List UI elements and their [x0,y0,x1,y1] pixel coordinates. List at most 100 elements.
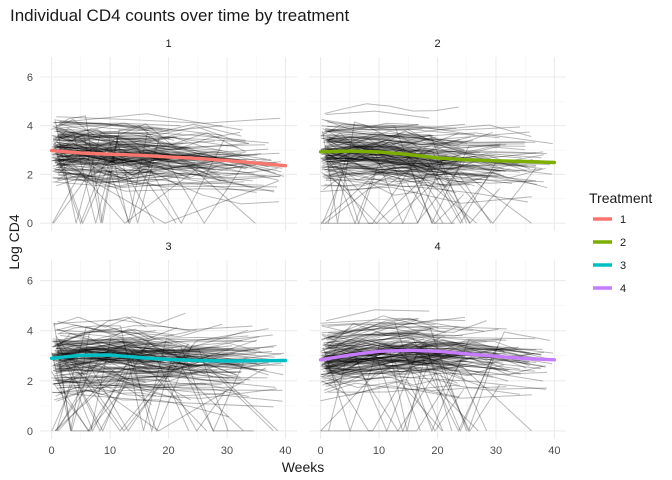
trajectory-line [53,342,238,377]
trajectory-line [322,145,471,224]
trajectory-line [58,137,251,156]
trajectory-line [325,110,430,119]
trajectory-line [53,136,177,224]
trajectory-line [324,128,500,139]
trajectory-line [327,159,466,224]
trajectory-line [321,124,419,131]
trajectory-line [327,355,466,432]
trajectory-line [324,382,460,398]
trajectory-line [53,140,216,148]
trajectory-line [325,154,532,224]
trajectory-line [323,356,489,374]
trajectory-line [58,356,218,379]
trajectory-line [328,123,466,132]
trajectory-line [327,322,420,347]
trajectory-line [58,146,221,155]
trajectory-line [55,386,152,405]
trajectory-line [53,122,163,130]
trajectory-line [328,342,498,360]
trajectory-line [59,121,222,136]
trajectory-line [59,339,153,351]
trajectory-line [56,324,173,345]
trajectory-line [55,134,163,147]
trajectory-line [321,352,443,363]
trajectory-line [326,146,431,225]
trajectory-line [325,136,437,148]
trajectory-line [56,344,277,355]
trajectory-line [57,343,175,433]
trajectory-line [323,344,523,357]
trajectory-line [53,351,159,363]
trajectory-line [320,341,477,432]
trajectory-line [321,165,454,178]
trajectory-line [326,151,436,225]
trajectory-line [324,347,480,363]
trajectory-line [55,329,273,340]
trajectory-line [59,154,196,166]
trajectory-line [321,315,447,340]
trajectory-line [57,364,206,385]
trajectory-line [321,363,454,375]
trajectory-line [55,339,249,359]
trajectory-line [322,149,542,168]
trajectory-line [56,123,242,138]
trajectory-line [325,358,431,371]
trajectory-line [324,367,438,432]
trajectory-line [325,170,477,224]
trajectory-line [321,118,419,132]
trajectory-line [59,367,174,384]
trajectory-line [51,151,235,164]
trajectory-line [53,349,163,365]
trajectory-line [60,334,178,345]
trajectory-line [326,139,460,162]
trajectory-line [57,169,174,176]
trajectory-line [328,338,425,352]
trajectory-line [321,357,546,379]
trajectory-line [52,341,195,361]
trajectory-line [321,139,525,156]
trajectory-line [56,357,241,378]
trajectory-line [55,357,267,371]
trajectory-line [327,317,439,329]
trajectory-line [327,359,501,382]
trajectory-line [59,362,282,376]
trajectory-line [327,362,548,376]
trajectory-line [326,358,473,373]
x-tick-label: 0 [318,445,324,457]
trajectory-line [56,130,152,142]
trajectory-line [53,384,250,401]
trajectory-line [53,167,275,192]
trajectory-line [54,128,249,152]
trajectory-line [59,365,206,433]
trajectory-line [326,361,494,378]
trajectory-line [327,158,461,170]
trajectory-line [321,158,520,173]
trajectory-line [58,351,179,373]
trajectory-line [51,371,198,432]
trajectory-line [320,157,508,165]
trajectory-line [327,356,461,377]
trajectory-line [56,341,211,362]
trajectory-line [321,325,459,341]
trajectory-line [326,135,536,144]
trajectory-line [327,130,537,154]
legend-label-treatment-3: 3 [620,260,626,272]
trajectory-line [56,357,154,372]
trajectory-line [327,124,521,131]
trajectory-line [326,356,431,372]
trajectory-line [51,346,207,432]
legend-title: Treatment [589,190,652,206]
trajectory-line [323,342,542,358]
trajectory-line [56,379,183,401]
trajectory-line [325,353,483,367]
trajectory-line [57,356,209,370]
trajectory-line [324,347,464,372]
trajectory-line [321,378,465,432]
trajectory-line [56,341,155,361]
trajectory-line [326,163,444,224]
trajectory-line [55,160,153,178]
trajectory-line [328,135,434,140]
trajectory-line [57,349,255,352]
trajectory-line [57,352,166,364]
